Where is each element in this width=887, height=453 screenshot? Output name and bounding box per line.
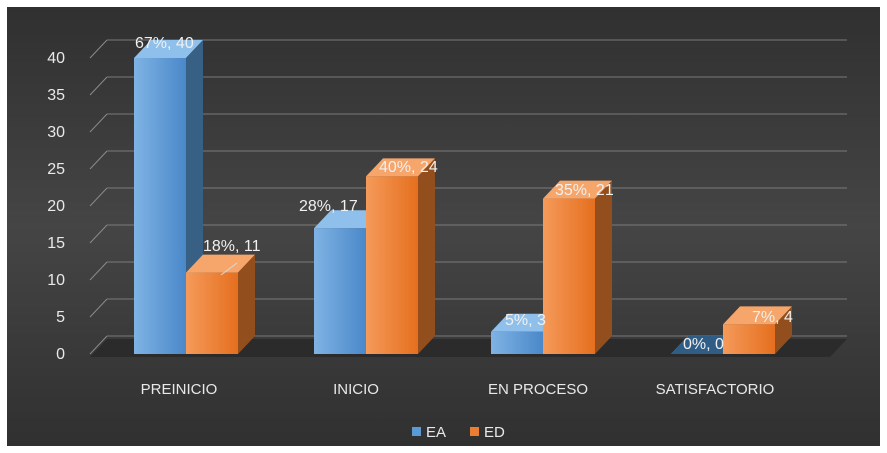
legend-swatch-ed: [470, 427, 479, 436]
bar-front-face: [543, 198, 595, 354]
bar-zero-face: [671, 336, 740, 354]
gridline-depth: [89, 335, 108, 355]
bar-top-face: [186, 254, 255, 273]
x-axis: PREINICIO INICIO EN PROCESO SATISFACTORIO: [141, 381, 775, 398]
data-label-ea-4: 0%, 0: [683, 336, 724, 353]
y-tick-label: 20: [47, 198, 65, 215]
bar-side-face: [238, 254, 255, 354]
bar-ed-4[interactable]: [723, 306, 792, 354]
data-label-ed-4: 7%, 4: [752, 309, 793, 326]
y-tick-label: 25: [47, 161, 65, 178]
bar-top-face: [314, 210, 383, 229]
y-tick-label: 15: [47, 235, 65, 252]
y-tick-label: 10: [47, 272, 65, 289]
bar-top-face: [723, 306, 792, 325]
data-label-ed-1: 18%, 11: [203, 238, 261, 255]
bar-front-face: [314, 228, 366, 354]
bar-side-face: [418, 158, 435, 354]
chart-floor: [90, 339, 847, 357]
x-tick-label: EN PROCESO: [488, 381, 588, 398]
legend: EA ED: [412, 424, 505, 441]
y-tick-label: 30: [47, 124, 65, 141]
bar-side-face: [595, 180, 612, 354]
gridline-depth: [89, 187, 108, 207]
y-tick-label: 40: [47, 50, 65, 67]
y-tick-label: 35: [47, 87, 65, 104]
legend-label-ea: EA: [426, 424, 446, 441]
data-label-ea-2: 28%, 17: [299, 198, 358, 215]
bar-ed-3[interactable]: [543, 180, 612, 354]
legend-label-ed: ED: [484, 424, 505, 441]
data-label-ea-3: 5%, 3: [505, 312, 546, 329]
data-label-ed-3: 35%, 21: [555, 182, 614, 199]
gridline-depth: [89, 150, 108, 170]
legend-swatch-ea: [412, 427, 421, 436]
x-tick-label: PREINICIO: [141, 381, 218, 398]
bar-ea-3[interactable]: [491, 313, 560, 354]
data-label-ed-2: 40%, 24: [379, 159, 438, 176]
bar-top-face: [134, 40, 203, 58]
bar-chart: 0 5 10 15 20 25 30 35 40 67%, 40 18%, 11 28%, 17 40…: [7, 7, 880, 446]
label-leader-line: [220, 262, 238, 276]
gridlines: [89, 39, 847, 357]
bar-front-face: [366, 176, 418, 354]
gridline-depth: [89, 261, 108, 281]
bar-front-face: [491, 331, 543, 354]
bar-ed-2[interactable]: [366, 158, 435, 354]
bar-front-face: [186, 272, 238, 354]
data-labels: 67%, 40 18%, 11 28%, 17 40%, 24 5%, 3 35%, 21…: [135, 35, 793, 353]
x-tick-label: INICIO: [333, 381, 379, 398]
bar-top-face: [366, 158, 435, 177]
bars: [134, 40, 792, 354]
bar-front-face: [134, 58, 186, 354]
bar-ed-1[interactable]: [186, 254, 255, 354]
gridline-depth: [89, 76, 108, 96]
y-tick-label: 5: [56, 309, 65, 326]
data-label-ea-1: 67%, 40: [135, 35, 194, 52]
y-axis: 0 5 10 15 20 25 30 35 40: [47, 50, 65, 363]
gridline-depth: [89, 113, 108, 133]
bar-ea-4[interactable]: [671, 336, 740, 354]
bar-front-face: [723, 324, 775, 354]
y-tick-label: 0: [56, 346, 65, 363]
bar-side-face: [775, 306, 792, 354]
bar-top-face: [491, 313, 560, 332]
gridline-depth: [89, 39, 108, 59]
gridline-depth: [89, 224, 108, 244]
gridline-depth: [89, 298, 108, 318]
bar-top-face: [543, 180, 612, 199]
x-tick-label: SATISFACTORIO: [656, 381, 775, 398]
chart-frame: 0 5 10 15 20 25 30 35 40 67%, 40 18%, 11 28%, 17 40…: [7, 7, 880, 446]
